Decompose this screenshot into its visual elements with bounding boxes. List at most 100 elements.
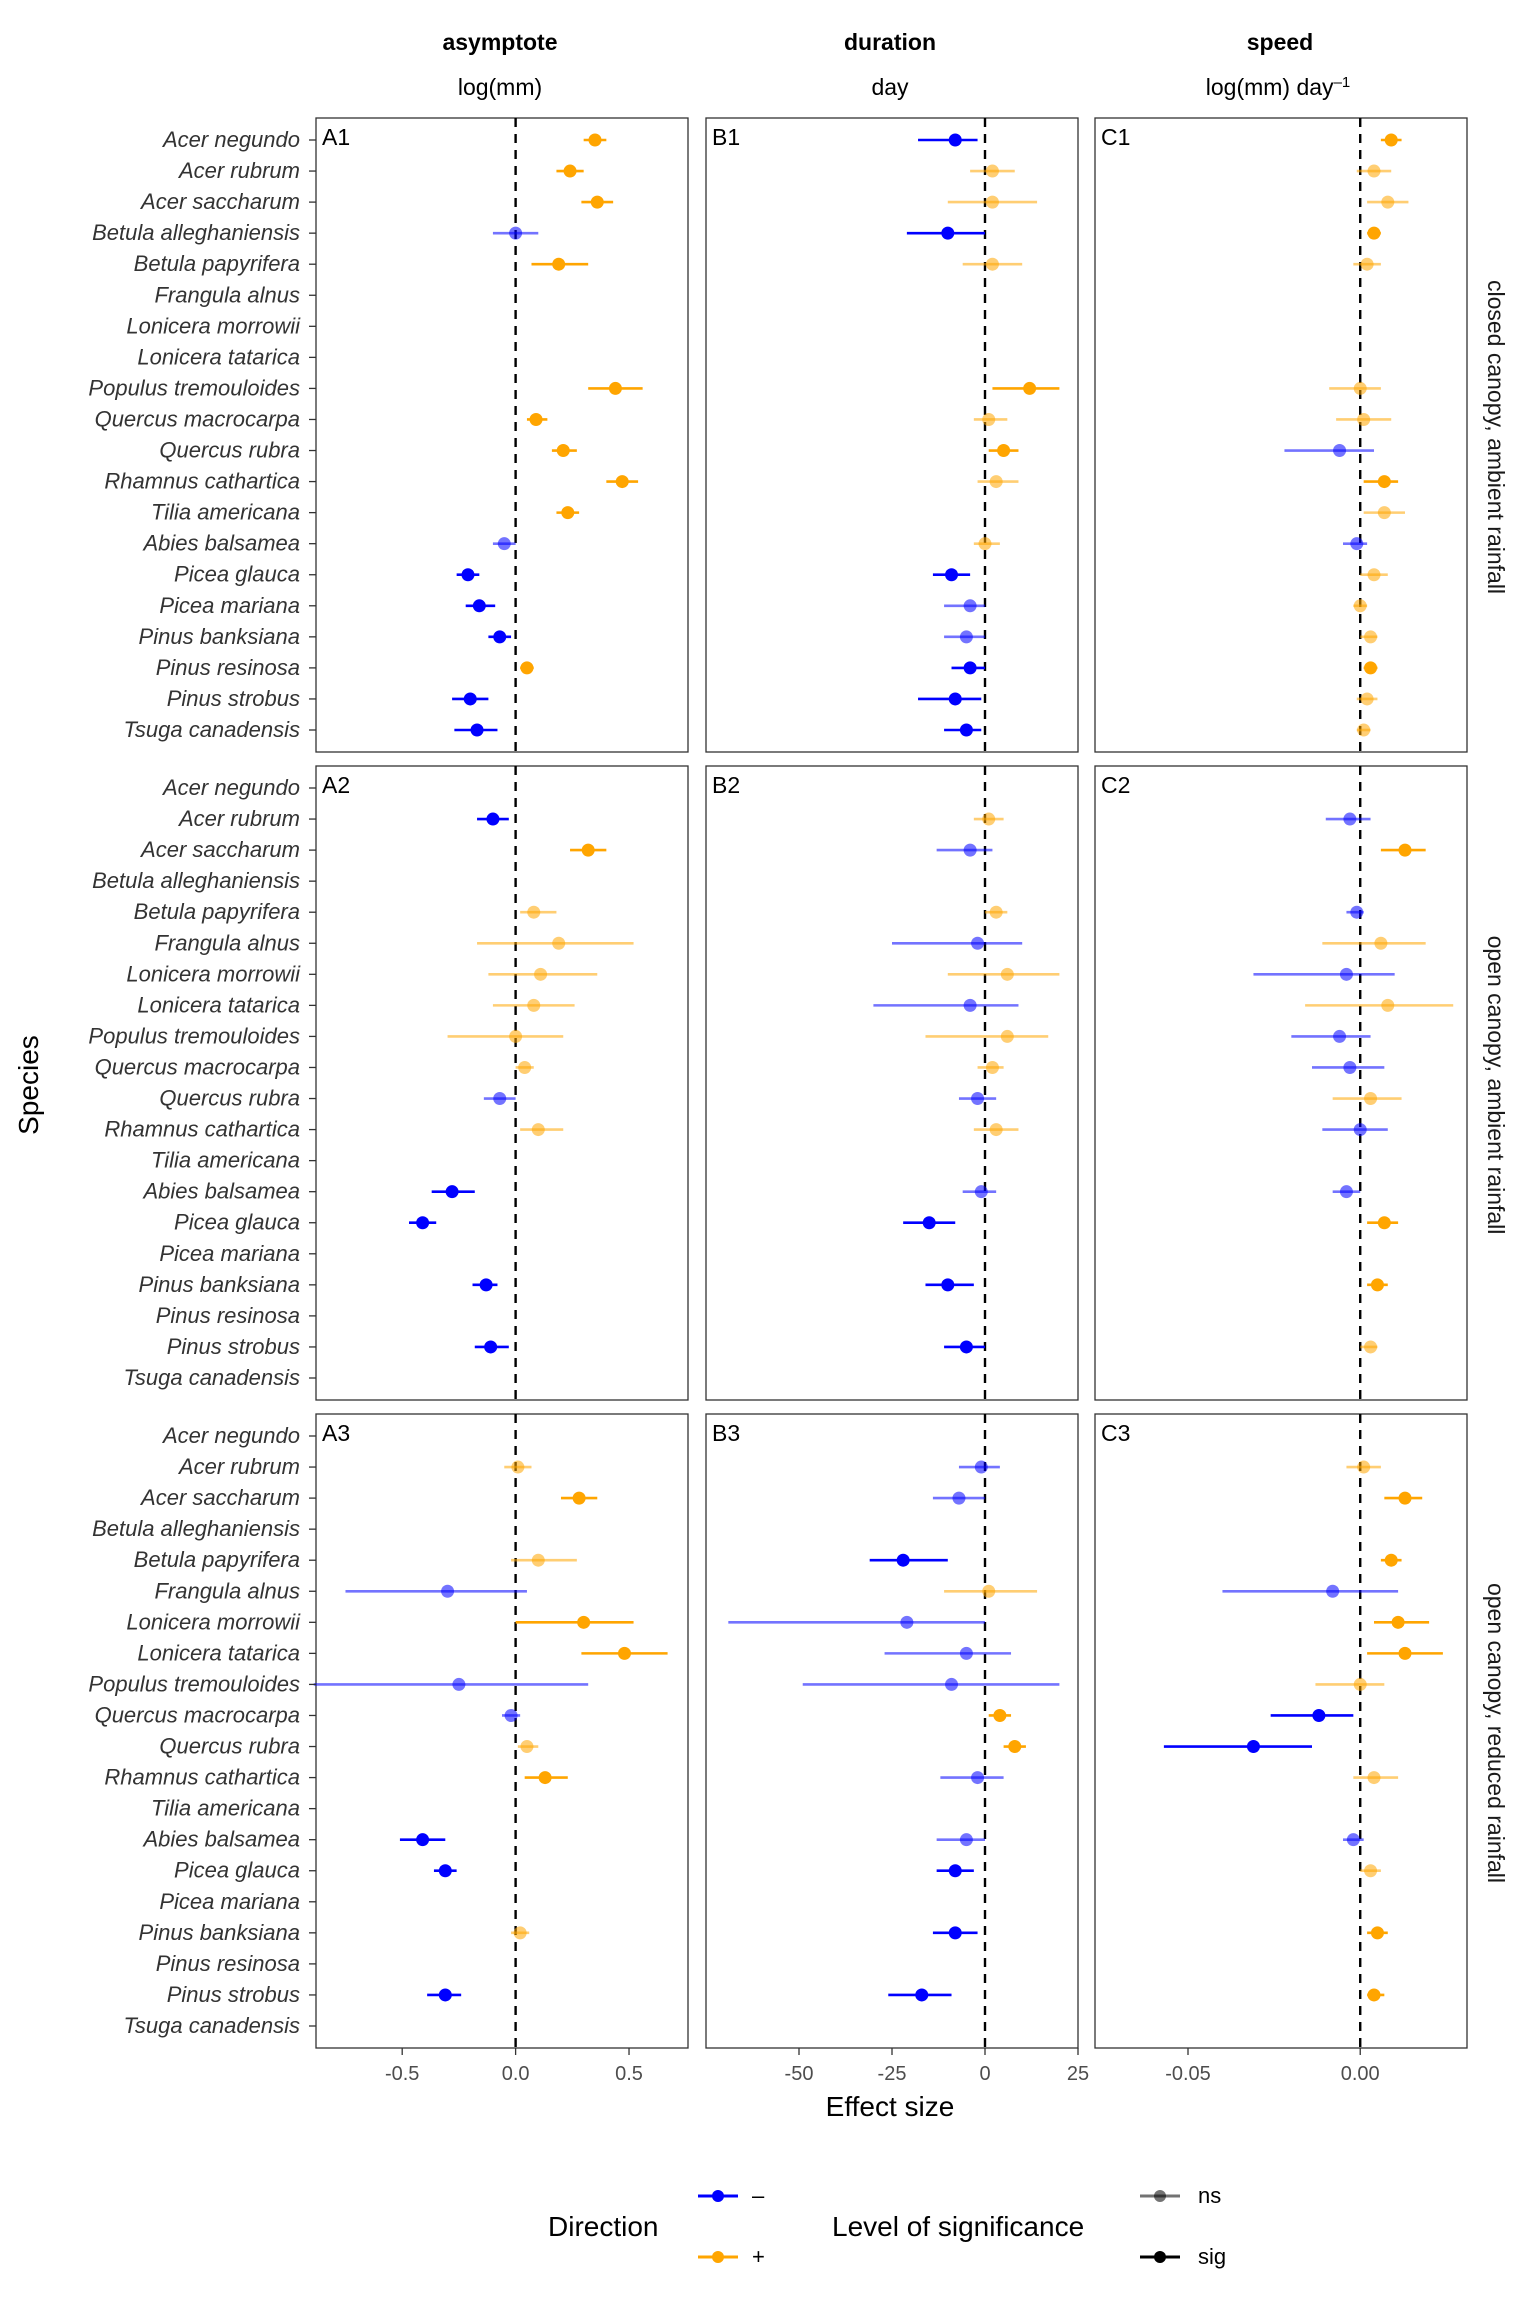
- strip-label-row-1: closed canopy, ambient rainfall: [1483, 280, 1509, 594]
- species-label-acer-saccharum: Acer saccharum: [139, 189, 300, 214]
- panel-label-c3: C3: [1101, 1420, 1130, 1446]
- species-label-betula-alleghaniensis: Betula alleghaniensis: [92, 220, 300, 245]
- panel-label-b3: B3: [712, 1420, 740, 1446]
- panel-frame-b1: [705, 117, 1079, 753]
- point-estimate-populus-tremouloides: [1353, 1677, 1367, 1691]
- point-estimate-pinus-strobus: [463, 692, 477, 706]
- species-label-quercus-macrocarpa: Quercus macrocarpa: [95, 406, 300, 431]
- column-title-speed: speed: [1247, 29, 1313, 55]
- point-estimate-acer-rubrum: [985, 164, 999, 178]
- legend-key-negative-dot: [712, 2190, 724, 2202]
- point-estimate-pinus-banksiana: [941, 1278, 955, 1292]
- point-estimate-quercus-rubra: [1008, 1740, 1022, 1754]
- point-estimate-lonicera-morrowii: [577, 1615, 591, 1629]
- point-estimate-populus-tremouloides: [509, 1029, 523, 1043]
- x-tick-label: 0.0: [502, 2063, 530, 2085]
- point-estimate-picea-glauca: [1367, 568, 1381, 582]
- point-estimate-abies-balsamea: [1350, 537, 1364, 551]
- point-estimate-pinus-banksiana: [948, 1926, 962, 1940]
- point-estimate-lonicera-tatarica: [617, 1646, 631, 1660]
- point-estimate-populus-tremouloides: [1333, 1029, 1347, 1043]
- species-label-picea-mariana: Picea mariana: [159, 1241, 300, 1266]
- panel-label-b2: B2: [712, 772, 740, 798]
- point-estimate-quercus-rubra: [520, 1740, 534, 1754]
- legend-key-sig-dot: [1154, 2251, 1166, 2263]
- point-estimate-picea-glauca: [416, 1216, 430, 1230]
- point-estimate-lonicera-morrowii: [534, 967, 548, 981]
- point-estimate-pinus-strobus: [915, 1988, 929, 2002]
- point-estimate-quercus-rubra: [556, 444, 570, 458]
- point-estimate-abies-balsamea: [974, 1185, 988, 1199]
- species-label-acer-rubrum: Acer rubrum: [177, 806, 300, 831]
- point-estimate-rhamnus-cathartica: [1367, 1771, 1381, 1785]
- point-estimate-acer-saccharum: [1381, 195, 1395, 209]
- panel-frame-c2: [1094, 765, 1468, 1401]
- species-label-betula-papyrifera: Betula papyrifera: [134, 1547, 300, 1572]
- legend-title-significance: Level of significance: [832, 2211, 1084, 2242]
- point-estimate-betula-papyrifera: [896, 1553, 910, 1567]
- point-estimate-picea-glauca: [1377, 1216, 1391, 1230]
- point-estimate-frangula-alnus: [982, 1584, 996, 1598]
- point-estimate-acer-rubrum: [1343, 812, 1357, 826]
- x-tick-label: -0.5: [385, 2063, 419, 2085]
- point-estimate-picea-mariana: [963, 599, 977, 613]
- x-tick-label: -0.05: [1165, 2063, 1211, 2085]
- point-estimate-betula-alleghaniensis: [509, 226, 523, 240]
- point-estimate-pinus-strobus: [1367, 1988, 1381, 2002]
- legend: Direction – + Level of significance ns s…: [548, 2183, 1226, 2269]
- point-estimate-frangula-alnus: [552, 936, 566, 950]
- point-estimate-pinus-banksiana: [493, 630, 507, 644]
- species-label-frangula-alnus: Frangula alnus: [154, 1578, 300, 1603]
- point-estimate-quercus-rubra: [1364, 1092, 1378, 1106]
- point-estimate-quercus-macrocarpa: [518, 1060, 532, 1074]
- species-label-picea-glauca: Picea glauca: [174, 562, 300, 587]
- panel-frame-a1: [315, 117, 689, 753]
- point-estimate-acer-saccharum: [952, 1491, 966, 1505]
- point-estimate-pinus-banksiana: [1370, 1926, 1384, 1940]
- point-estimate-pinus-resinosa: [1364, 661, 1378, 675]
- panel-label-c2: C2: [1101, 772, 1130, 798]
- point-estimate-acer-saccharum: [985, 195, 999, 209]
- panel-frame-c3: [1094, 1413, 1468, 2049]
- species-label-rhamnus-cathartica: Rhamnus cathartica: [104, 1117, 300, 1142]
- strip-label-row-3: open canopy, reduced rainfall: [1483, 1583, 1509, 1883]
- point-estimate-frangula-alnus: [1326, 1584, 1340, 1598]
- point-estimate-pinus-resinosa: [520, 661, 534, 675]
- point-estimate-acer-negundo: [588, 133, 602, 147]
- panel-label-a2: A2: [322, 772, 350, 798]
- point-estimate-pinus-banksiana: [1370, 1278, 1384, 1292]
- point-estimate-betula-papyrifera: [527, 905, 541, 919]
- point-estimate-frangula-alnus: [971, 936, 985, 950]
- point-estimate-betula-papyrifera: [1384, 1553, 1398, 1567]
- point-estimate-acer-saccharum: [572, 1491, 586, 1505]
- point-estimate-betula-papyrifera: [552, 257, 566, 271]
- point-estimate-acer-rubrum: [1357, 1460, 1371, 1474]
- y-axis-title: Species: [13, 1035, 44, 1135]
- point-estimate-rhamnus-cathartica: [615, 475, 629, 489]
- point-estimate-picea-glauca: [438, 1864, 452, 1878]
- column-unit-asymptote: log(mm): [458, 74, 542, 100]
- point-estimate-betula-papyrifera: [1350, 905, 1364, 919]
- point-estimate-betula-papyrifera: [989, 905, 1003, 919]
- point-estimate-tilia-americana: [561, 506, 575, 520]
- panel-label-b1: B1: [712, 124, 740, 150]
- point-estimate-tilia-americana: [1377, 506, 1391, 520]
- point-estimate-tsuga-canadensis: [470, 723, 484, 737]
- point-estimate-acer-saccharum: [590, 195, 604, 209]
- species-label-quercus-rubra: Quercus rubra: [159, 1086, 300, 1111]
- species-label-betula-papyrifera: Betula papyrifera: [134, 251, 300, 276]
- point-estimate-lonicera-tatarica: [959, 1646, 973, 1660]
- legend-key-sig-label: sig: [1198, 2244, 1226, 2269]
- legend-key-ns-label: ns: [1198, 2183, 1221, 2208]
- point-estimate-pinus-strobus: [1360, 692, 1374, 706]
- point-estimate-lonicera-morrowii: [1339, 967, 1353, 981]
- point-estimate-quercus-macrocarpa: [993, 1708, 1007, 1722]
- species-label-tilia-americana: Tilia americana: [151, 500, 300, 525]
- point-estimate-acer-rubrum: [486, 812, 500, 826]
- point-estimate-pinus-strobus: [959, 1340, 973, 1354]
- point-estimate-frangula-alnus: [441, 1584, 455, 1598]
- species-label-pinus-resinosa: Pinus resinosa: [156, 655, 300, 680]
- point-estimate-lonicera-tatarica: [1398, 1646, 1412, 1660]
- legend-key-positive-label: +: [752, 2244, 765, 2269]
- point-estimate-quercus-rubra: [997, 444, 1011, 458]
